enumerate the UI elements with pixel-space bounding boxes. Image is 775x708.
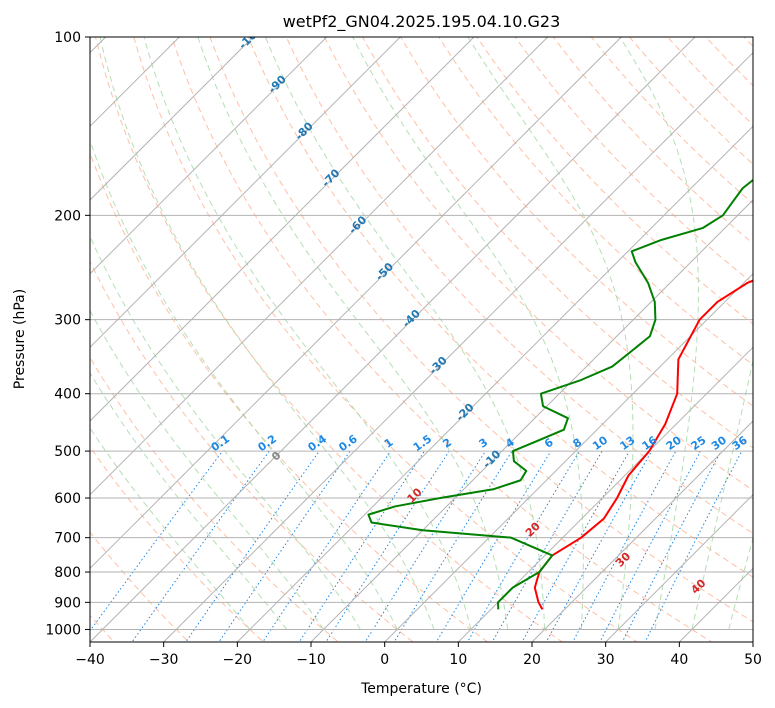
x-tick-label: −10 — [296, 652, 326, 668]
y-tick-label: 700 — [54, 531, 81, 547]
isotherm-gridline — [163, 51, 753, 642]
moist-adiabat — [99, 37, 435, 630]
isotherm-gridline — [457, 346, 753, 642]
axes: −40 −30 −20 −10 0 10 20 30 40 50 100 200 300 400 500 60… — [45, 30, 762, 668]
y-tick-label: 600 — [54, 491, 81, 507]
x-axis-title: Temperature (°C) — [360, 681, 482, 697]
dewpoint-profile — [367, 178, 753, 610]
x-tick-label: 40 — [670, 652, 688, 668]
moist-adiabat — [90, 235, 361, 630]
x-tick-label: 30 — [597, 652, 615, 668]
isotherm-gridline — [310, 199, 753, 642]
y-tick-label: 800 — [54, 565, 81, 581]
dry-adiabat — [400, 37, 753, 407]
isotherm-gridline — [90, 37, 254, 201]
y-tick-label: 1000 — [45, 622, 81, 638]
y-tick-label: 300 — [54, 313, 81, 329]
isotherm-gridline — [90, 37, 549, 496]
chart-title: wetPf2_GN04.2025.195.04.10.G23 — [283, 12, 561, 32]
y-tick-label: 900 — [54, 595, 81, 611]
y-tick-label: 400 — [54, 387, 81, 403]
x-tick-label: 20 — [523, 652, 541, 668]
dry-adiabat — [438, 37, 753, 366]
dry-adiabat — [362, 37, 753, 449]
moist-adiabat — [619, 37, 699, 630]
moist-adiabat — [90, 427, 251, 630]
isotherm-gridline — [236, 125, 753, 642]
moist-adiabat — [691, 357, 753, 630]
x-tick-label: −30 — [149, 652, 179, 668]
moist-adiabat — [143, 37, 472, 630]
isotherm-gridline — [90, 37, 622, 570]
moist-adiabat — [728, 536, 753, 630]
isotherm-gridline — [605, 493, 753, 642]
dry-adiabat — [323, 37, 753, 491]
plot-frame — [89, 36, 754, 643]
isotherm-gridline — [90, 37, 475, 422]
moist-adiabat — [467, 37, 634, 630]
isotherm-gridline — [384, 272, 753, 642]
profile-lines — [367, 178, 753, 610]
moist-adiabat — [90, 138, 398, 630]
y-tick-label: 200 — [54, 208, 81, 224]
background-lines — [90, 37, 753, 642]
moist-adiabat — [90, 309, 324, 630]
moist-adiabat — [197, 37, 509, 630]
moist-adiabat — [352, 37, 584, 630]
isotherm-gridline — [90, 37, 328, 275]
x-tick-label: −20 — [223, 652, 253, 668]
isotherm-gridline — [90, 37, 401, 349]
x-tick-label: −40 — [75, 652, 105, 668]
y-axis-title: Pressure (hPa) — [12, 289, 28, 389]
x-tick-label: 50 — [744, 652, 762, 668]
moist-adiabat — [90, 372, 288, 630]
x-tick-label: 10 — [449, 652, 467, 668]
x-tick-label: 0 — [380, 652, 389, 668]
y-tick-label: 500 — [54, 444, 81, 460]
isotherm-gridline — [531, 420, 753, 642]
y-tick-label: 100 — [54, 30, 81, 46]
isotherm-gridline — [90, 37, 696, 642]
